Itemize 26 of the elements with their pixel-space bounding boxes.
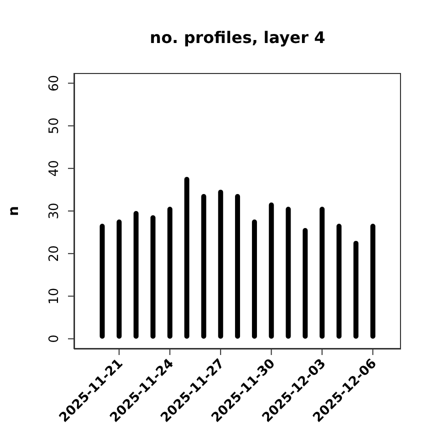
bar [353,240,358,339]
bar [100,224,105,339]
y-tick-label: 0 [47,334,62,343]
y-tick-label: 20 [47,245,62,262]
y-tick-label: 10 [47,288,62,304]
y-tick-label: 50 [47,118,62,134]
bar [150,215,156,339]
bar [336,224,342,339]
y-tick-label: 30 [47,202,62,220]
y-axis-title: n [6,206,22,216]
bar [320,206,325,339]
bar [184,176,190,339]
bar [268,202,274,339]
bar [201,194,206,339]
bar [252,220,257,339]
bar [235,194,240,339]
bar [116,220,122,339]
bar [218,190,224,339]
bar [134,211,139,339]
y-tick-label: 60 [47,74,62,92]
bar [302,228,308,339]
y-tick-label: 40 [47,160,62,177]
bar [286,206,291,339]
bar [167,206,172,339]
bar [370,224,376,339]
chart-title: no. profiles, layer 4 [148,28,326,47]
